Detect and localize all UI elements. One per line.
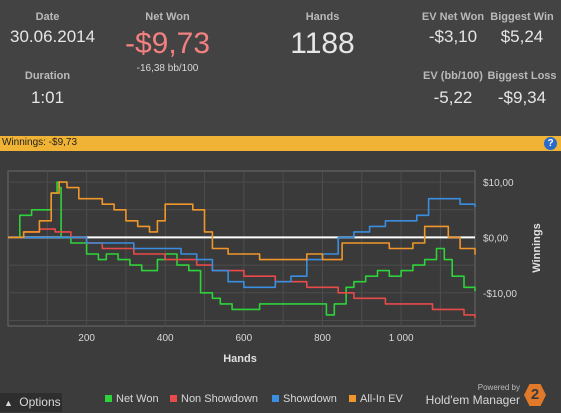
duration-stat: Duration 1:01 xyxy=(10,70,85,108)
ev-net-won-value: -$3,10 xyxy=(428,27,478,46)
date-label: Date xyxy=(35,11,60,23)
date-stat: Date 30.06.2014 xyxy=(10,11,96,47)
x-tick-label: 400 xyxy=(157,333,174,344)
legend-item: Net Won xyxy=(105,393,159,405)
biggest-loss-value: -$9,34 xyxy=(497,88,547,107)
winnings-summary: Winnings: -$9,73 xyxy=(2,137,78,148)
x-tick-label: 800 xyxy=(314,333,331,344)
hm2-logo-icon: 2 xyxy=(524,384,546,406)
x-tick-label: 600 xyxy=(236,333,253,344)
net-won-bb100: -16,38 bb/100 xyxy=(136,63,199,74)
biggest-win-value: $5,24 xyxy=(500,27,544,46)
biggest-loss-stat: Biggest Loss -$9,34 xyxy=(486,70,558,108)
duration-value: 1:01 xyxy=(30,88,65,107)
options-button[interactable]: ▲ Options xyxy=(0,393,62,412)
legend-swatch xyxy=(105,395,112,402)
ev-bb100-stat: EV (bb/100) -5,22 xyxy=(418,70,488,108)
y-tick-label: -$10,00 xyxy=(483,289,517,300)
ev-net-won-stat: EV Net Won -$3,10 xyxy=(418,11,488,47)
ev-bb100-label: EV (bb/100) xyxy=(423,70,483,82)
legend-swatch xyxy=(170,395,177,402)
series-line-all-in-ev xyxy=(8,181,476,261)
net-won-label: Net Won xyxy=(145,11,190,23)
net-won-value: -$9,73 xyxy=(124,27,211,60)
x-tick-label: 200 xyxy=(78,333,95,344)
hands-label: Hands xyxy=(305,11,340,23)
options-label: Options xyxy=(19,395,61,409)
hands-value: 1188 xyxy=(290,27,355,60)
legend-swatch xyxy=(272,395,279,402)
brand-name: Hold'em Manager xyxy=(425,393,520,407)
session-stats-panel: Date 30.06.2014 Duration 1:01 Net Won -$… xyxy=(0,0,561,136)
legend-swatch xyxy=(349,395,356,402)
legend-item: Showdown xyxy=(272,393,337,405)
legend-label: Showdown xyxy=(283,393,337,405)
duration-label: Duration xyxy=(24,70,71,82)
x-axis-title: Hands xyxy=(223,353,257,365)
winnings-chart: 200 400 600 800 1 000 $10,00 $0,00 -$10,00 Han… xyxy=(0,151,561,386)
question-icon[interactable]: ? xyxy=(544,137,557,150)
powered-by-text: Powered by xyxy=(477,383,520,392)
ev-bb100-value: -5,22 xyxy=(433,88,473,107)
legend-label: Net Won xyxy=(116,393,159,405)
legend-label: Non Showdown xyxy=(181,393,259,405)
y-tick-label: $10,00 xyxy=(483,178,514,189)
legend-label: All-In EV xyxy=(360,393,403,405)
biggest-win-stat: Biggest Win $5,24 xyxy=(486,11,558,47)
date-value: 30.06.2014 xyxy=(10,27,96,46)
net-won-stat: Net Won -$9,73 -16,38 bb/100 xyxy=(105,11,230,74)
branding: Powered by Hold'em Manager 2 xyxy=(423,383,548,409)
biggest-loss-label: Biggest Loss xyxy=(487,70,557,82)
series-line-showdown xyxy=(8,197,476,289)
biggest-win-label: Biggest Win xyxy=(490,11,554,23)
chevron-up-icon: ▲ xyxy=(4,398,13,408)
y-tick-label: $0,00 xyxy=(483,233,508,244)
y-axis-title: Winnings xyxy=(531,223,543,272)
x-tick-label: 1 000 xyxy=(389,333,414,344)
legend-item: All-In EV xyxy=(349,393,403,405)
winnings-header-bar: Winnings: -$9,73 ? xyxy=(0,136,561,151)
hands-stat: Hands 1188 xyxy=(275,11,370,61)
ev-net-won-label: EV Net Won xyxy=(421,11,485,23)
legend-item: Non Showdown xyxy=(170,393,258,405)
